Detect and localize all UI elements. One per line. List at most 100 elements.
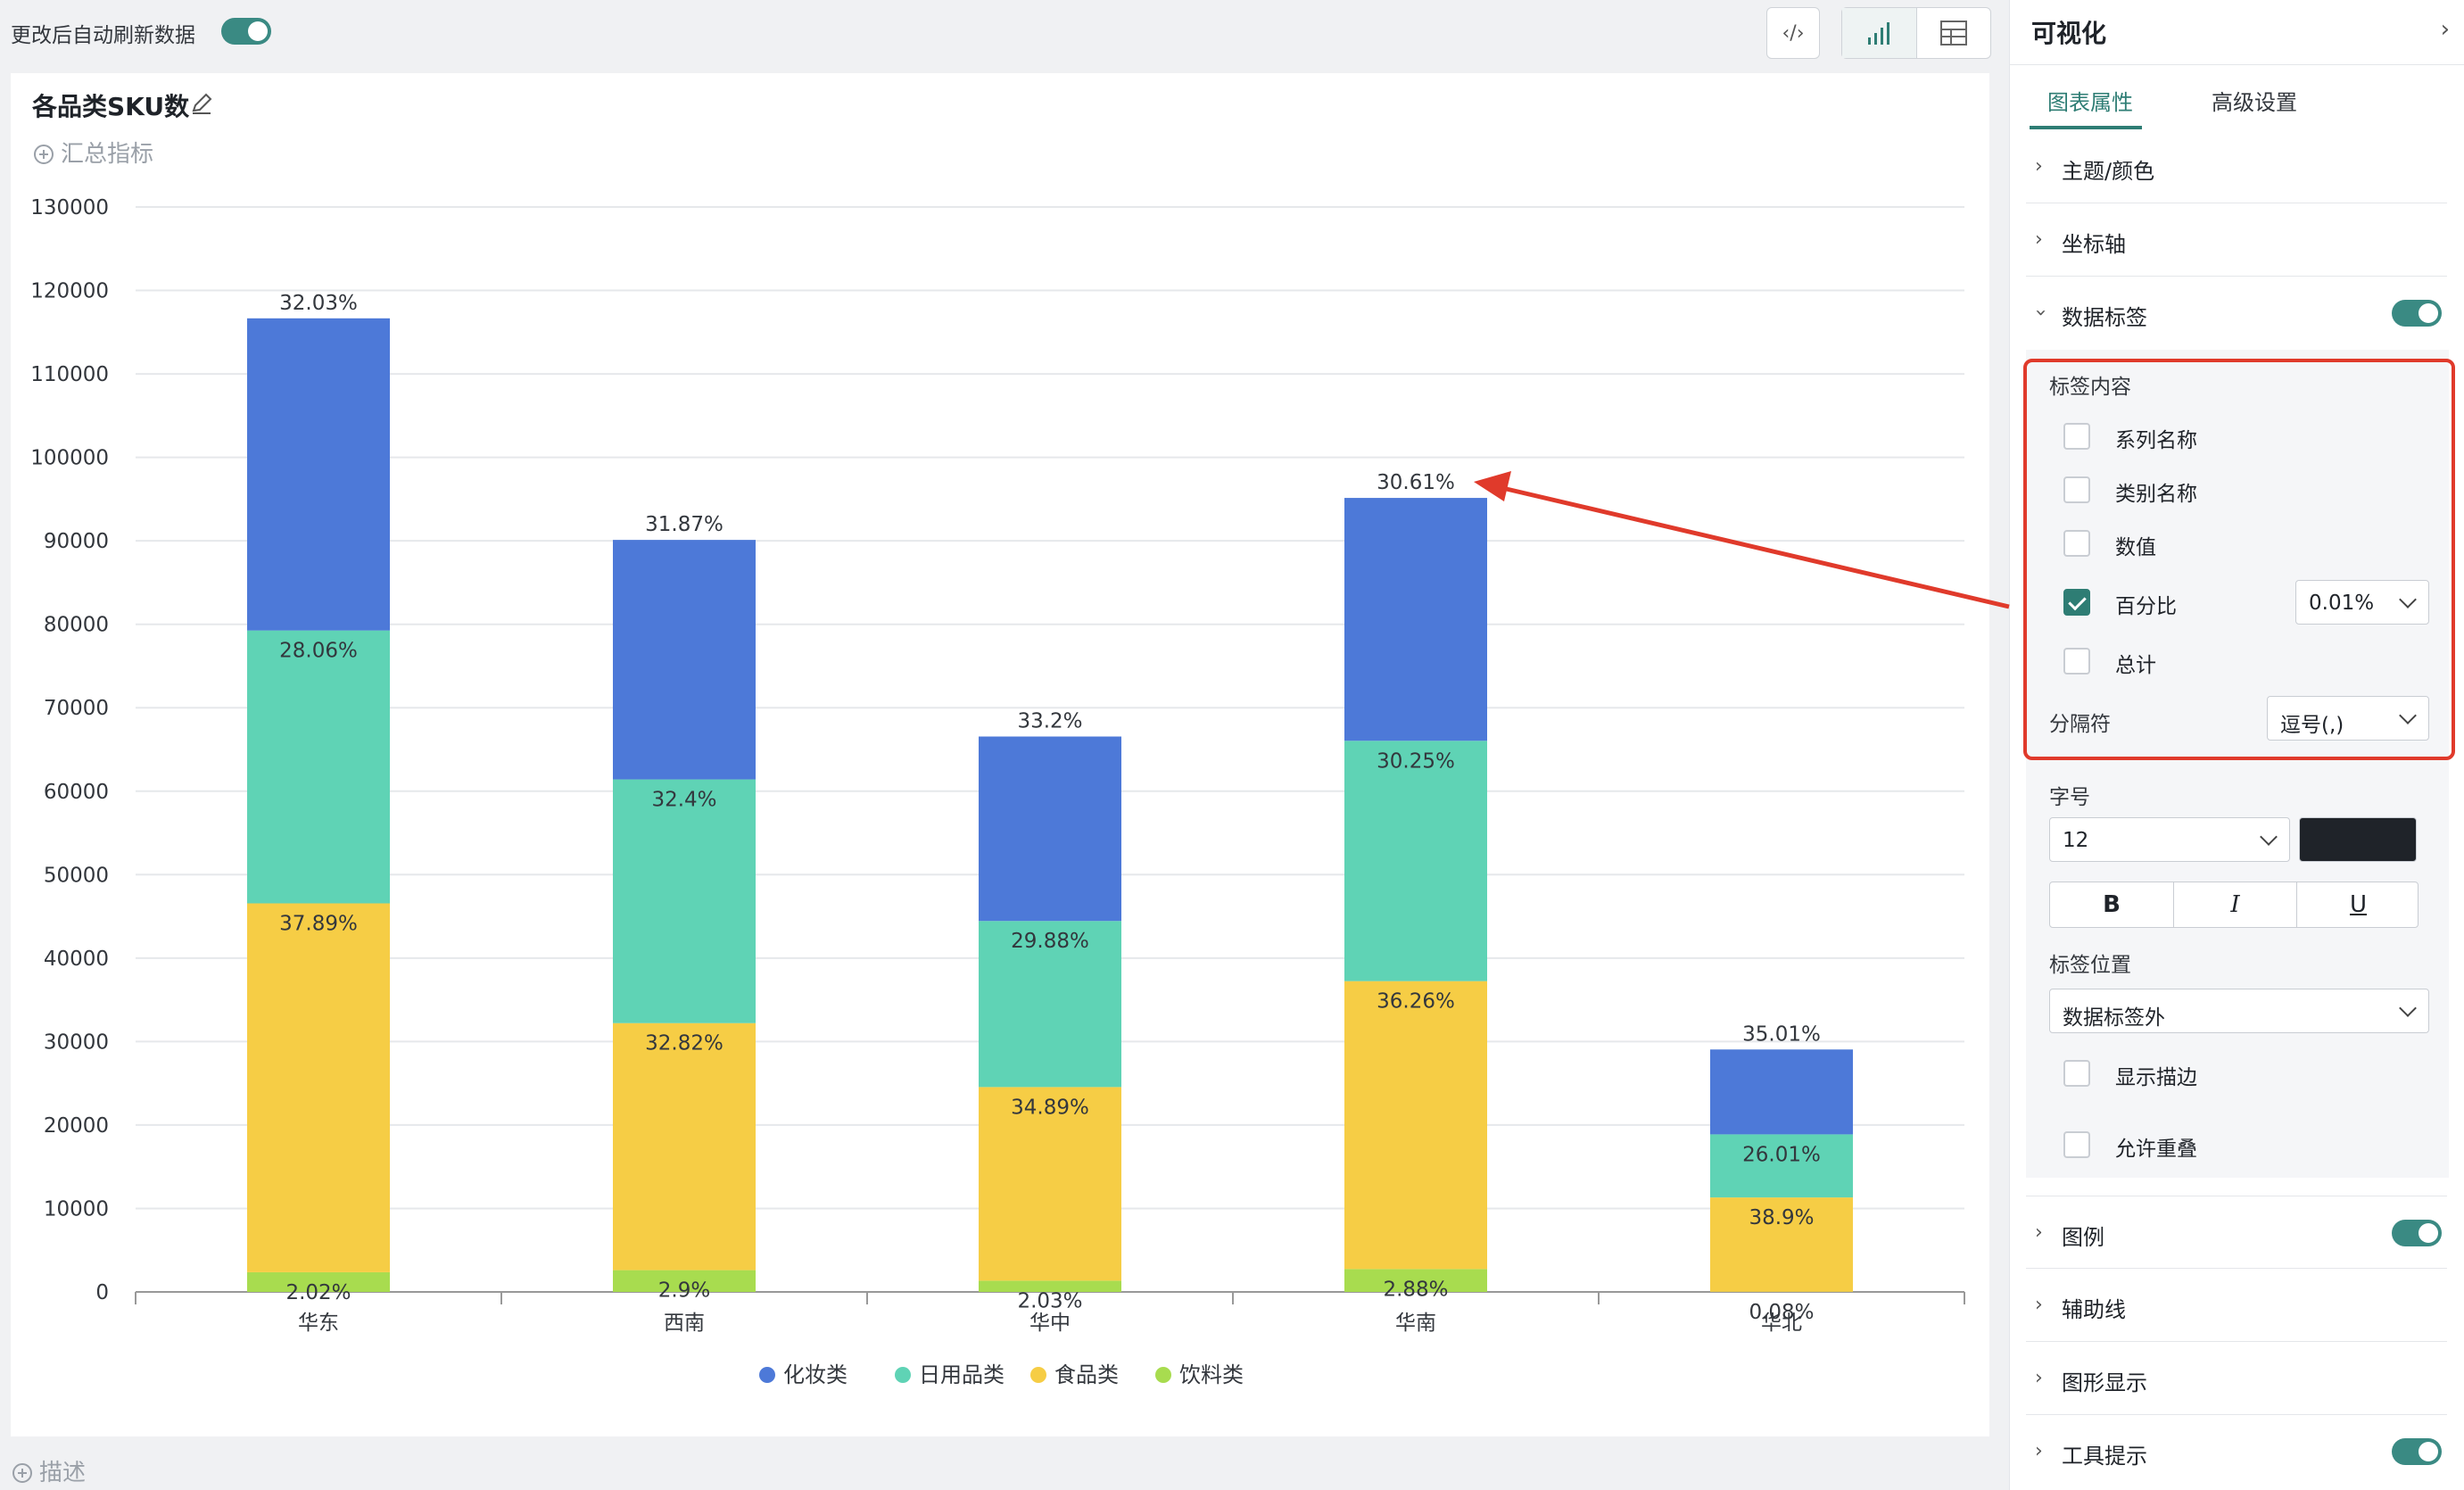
- underline-button[interactable]: U: [2296, 882, 2419, 927]
- bar-segment: [247, 630, 390, 904]
- summary-label: 汇总指标: [61, 141, 154, 168]
- allow-overlap-checkbox[interactable]: [2063, 1131, 2090, 1158]
- describe-label: 描述: [39, 1460, 87, 1486]
- x-tick-label: 华中: [1029, 1312, 1071, 1335]
- panel-tabs: 图表属性 高级设置: [2010, 64, 2464, 130]
- chevron-right-icon: ›: [2035, 228, 2043, 251]
- add-summary-metric[interactable]: 汇总指标: [34, 136, 153, 169]
- section-theme-color[interactable]: › 主题/颜色: [2026, 130, 2447, 203]
- legend-marker: [1030, 1367, 1046, 1383]
- section-legend[interactable]: › 图例: [2026, 1196, 2447, 1269]
- bold-button[interactable]: B: [2103, 891, 2121, 918]
- y-tick-label: 20000: [44, 1114, 109, 1138]
- add-description[interactable]: 描述: [12, 1454, 86, 1487]
- show-stroke-checkbox[interactable]: [2063, 1060, 2090, 1087]
- auto-refresh-label: 更改后自动刷新数据: [11, 24, 195, 47]
- section-label: 主题/颜色: [2062, 159, 2155, 184]
- percent-precision-select[interactable]: 0.01%: [2295, 580, 2429, 625]
- data-label: 29.88%: [1011, 930, 1089, 953]
- font-color-picker[interactable]: [2299, 817, 2417, 862]
- separator-select[interactable]: 逗号(,): [2267, 696, 2429, 741]
- bar-segment: [979, 1087, 1121, 1281]
- data-label-toggle[interactable]: [2392, 300, 2442, 327]
- y-tick-label: 30000: [44, 1031, 109, 1054]
- tooltip-toggle[interactable]: [2392, 1438, 2442, 1465]
- bar-segment: [247, 1271, 390, 1292]
- percent-precision-value: 0.01%: [2309, 592, 2375, 615]
- y-tick-label: 0: [95, 1281, 109, 1304]
- data-label: 38.9%: [1749, 1206, 1814, 1229]
- bar-segment: [613, 540, 756, 780]
- data-label: 30.25%: [1377, 749, 1455, 773]
- font-size-select[interactable]: 12: [2049, 817, 2290, 862]
- section-axis[interactable]: › 坐标轴: [2026, 203, 2447, 277]
- legend-label: 化妆类: [783, 1362, 848, 1387]
- data-label: 30.61%: [1377, 471, 1455, 494]
- chart-view-button[interactable]: [1842, 8, 1917, 58]
- show-stroke-label: 显示描边: [2115, 1066, 2197, 1089]
- edit-title-icon[interactable]: [189, 91, 214, 116]
- add-circle-icon: [12, 1463, 32, 1483]
- visualization-panel: 可视化 › 图表属性 高级设置 › 主题/颜色 › 坐标轴 › 数据标签 标签内…: [2009, 0, 2464, 1490]
- bar-chart-icon: [1867, 22, 1889, 45]
- data-label: 32.82%: [645, 1032, 723, 1055]
- bar-segment: [979, 1280, 1121, 1292]
- bar-segment: [1710, 1197, 1853, 1292]
- total-checkbox[interactable]: [2063, 648, 2090, 675]
- code-view-button[interactable]: ‹/›: [1766, 7, 1820, 59]
- auto-refresh-toggle[interactable]: [221, 18, 271, 45]
- data-label: 32.03%: [279, 292, 358, 315]
- section-label: 辅助线: [2062, 1297, 2126, 1322]
- bar-segment: [1344, 981, 1487, 1270]
- percent-label: 百分比: [2115, 595, 2177, 618]
- label-position-select[interactable]: 数据标签外: [2049, 989, 2429, 1033]
- chevron-right-icon[interactable]: ›: [2440, 16, 2450, 43]
- tab-chart-properties[interactable]: 图表属性: [2047, 90, 2133, 115]
- view-switch: [1841, 7, 1991, 59]
- data-label: 32.4%: [651, 789, 716, 812]
- y-tick-label: 70000: [44, 697, 109, 720]
- data-label: 0.08%: [1749, 1301, 1814, 1324]
- section-label: 图形显示: [2062, 1370, 2147, 1395]
- value-label: 数值: [2115, 536, 2156, 559]
- y-tick-label: 80000: [44, 614, 109, 637]
- chevron-down-icon: [2399, 999, 2417, 1017]
- table-view-button[interactable]: [1917, 8, 1990, 58]
- percent-checkbox[interactable]: [2063, 589, 2090, 616]
- bar-segment: [1344, 741, 1487, 981]
- section-label: 图例: [2062, 1225, 2104, 1250]
- legend-toggle[interactable]: [2392, 1220, 2442, 1246]
- data-label: 31.87%: [645, 513, 723, 536]
- data-label: 33.2%: [1017, 710, 1082, 733]
- x-tick-label: 华北: [1761, 1312, 1802, 1335]
- label-content-heading: 标签内容: [2049, 376, 2131, 399]
- label-position-heading: 标签位置: [2049, 954, 2131, 977]
- category-name-checkbox[interactable]: [2063, 476, 2090, 503]
- section-aux-line[interactable]: › 辅助线: [2026, 1269, 2447, 1342]
- legend-marker: [1155, 1367, 1171, 1383]
- table-icon: [1940, 21, 1967, 46]
- value-checkbox[interactable]: [2063, 530, 2090, 557]
- series-name-checkbox[interactable]: [2063, 423, 2090, 450]
- stacked-bar-chart: 0 10000 20000 30000 40000 50000 60000 70000 8000…: [30, 196, 1965, 1387]
- y-tick-label: 100000: [30, 447, 109, 470]
- data-label: 35.01%: [1742, 1022, 1821, 1046]
- bar-segment: [979, 921, 1121, 1088]
- y-tick-label: 60000: [44, 781, 109, 804]
- separator-label: 分隔符: [2049, 713, 2111, 736]
- section-graphic-display[interactable]: › 图形显示: [2026, 1342, 2447, 1415]
- chevron-right-icon: ›: [2035, 1440, 2043, 1462]
- legend-marker: [895, 1367, 911, 1383]
- font-style-group: B I U: [2049, 882, 2419, 928]
- italic-button[interactable]: I: [2173, 882, 2296, 927]
- data-label: 2.02%: [285, 1281, 351, 1304]
- chart-card: 各品类SKU数 汇总指标 0 10000 20000 30000 40000 50000 6…: [11, 73, 1989, 1436]
- section-tooltip[interactable]: › 工具提示: [2026, 1415, 2447, 1488]
- section-data-label[interactable]: › 数据标签: [2026, 277, 2447, 350]
- tab-advanced-settings[interactable]: 高级设置: [2212, 90, 2297, 115]
- y-tick-label: 90000: [44, 530, 109, 553]
- data-label: 26.01%: [1742, 1143, 1821, 1166]
- bar-segment: [1710, 1049, 1853, 1135]
- chevron-right-icon: ›: [2035, 1221, 2043, 1244]
- bar-segment: [247, 903, 390, 1272]
